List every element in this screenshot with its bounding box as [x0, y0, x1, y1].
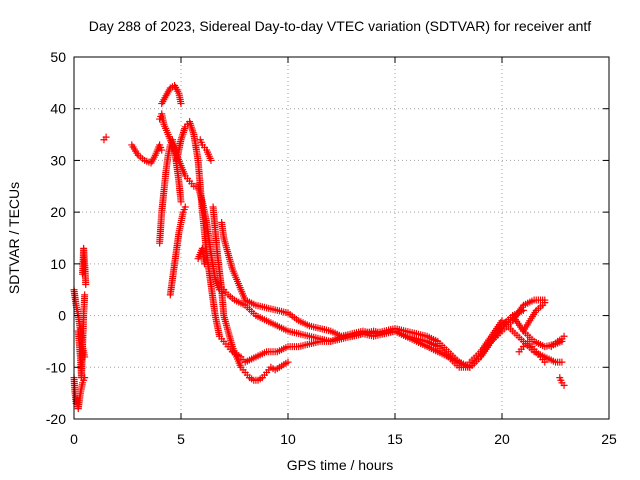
axis-ticks: 0 5 10 15 20 25 -20 -10 0 10 20 30 40 50: [46, 49, 617, 447]
y-tick-label: -20: [46, 411, 66, 427]
data-point: [560, 381, 568, 389]
data-point: [177, 198, 185, 206]
series-prn-o: [218, 218, 527, 371]
series-prn-m: [196, 136, 215, 164]
x-tick-label: 5: [177, 431, 185, 447]
y-tick-label: 30: [50, 152, 66, 168]
series-prn-t: [547, 332, 568, 351]
series-prn-q: [515, 337, 549, 366]
series-prn-f: [128, 141, 166, 167]
y-tick-label: -10: [46, 359, 66, 375]
y-tick-label: 0: [58, 308, 66, 324]
series-prn-s: [556, 374, 568, 389]
x-tick-label: 20: [494, 431, 510, 447]
x-axis-label: GPS time / hours: [287, 457, 394, 473]
y-axis-label: SDTVAR / TECUs: [6, 182, 22, 294]
data-point: [102, 133, 110, 141]
x-tick-label: 25: [601, 431, 617, 447]
series-prn-i: [158, 81, 185, 108]
x-tick-label: 10: [280, 431, 296, 447]
data-point: [541, 358, 549, 366]
data-point: [541, 299, 549, 307]
series-prn-r: [519, 299, 549, 335]
x-tick-label: 15: [387, 431, 403, 447]
data-point: [181, 203, 189, 211]
data-point: [201, 260, 209, 268]
data-point: [81, 291, 89, 299]
series-prn-c: [74, 291, 89, 382]
y-tick-label: 40: [50, 101, 66, 117]
series-prn-h: [156, 136, 185, 247]
series-prn-d: [79, 244, 90, 289]
series-prn-n: [209, 203, 292, 384]
data-point: [560, 332, 568, 340]
data-point: [207, 156, 215, 164]
data-point: [158, 146, 166, 154]
chart-title: Day 288 of 2023, Sidereal Day-to-day VTE…: [89, 18, 592, 34]
series-prn-k: [173, 118, 549, 371]
data-point: [82, 281, 90, 289]
data-point: [519, 306, 527, 314]
x-tick-label: 0: [70, 431, 78, 447]
y-tick-label: 10: [50, 256, 66, 272]
data-points: [70, 81, 568, 413]
plot-frame: [73, 56, 610, 420]
data-point: [177, 100, 185, 108]
series-prn-e: [100, 133, 110, 144]
y-tick-label: 50: [50, 49, 66, 65]
y-tick-label: 20: [50, 204, 66, 220]
series-prn-j: [166, 203, 189, 299]
series-prn-l: [194, 244, 209, 268]
data-point: [558, 358, 566, 366]
data-point: [284, 358, 292, 366]
